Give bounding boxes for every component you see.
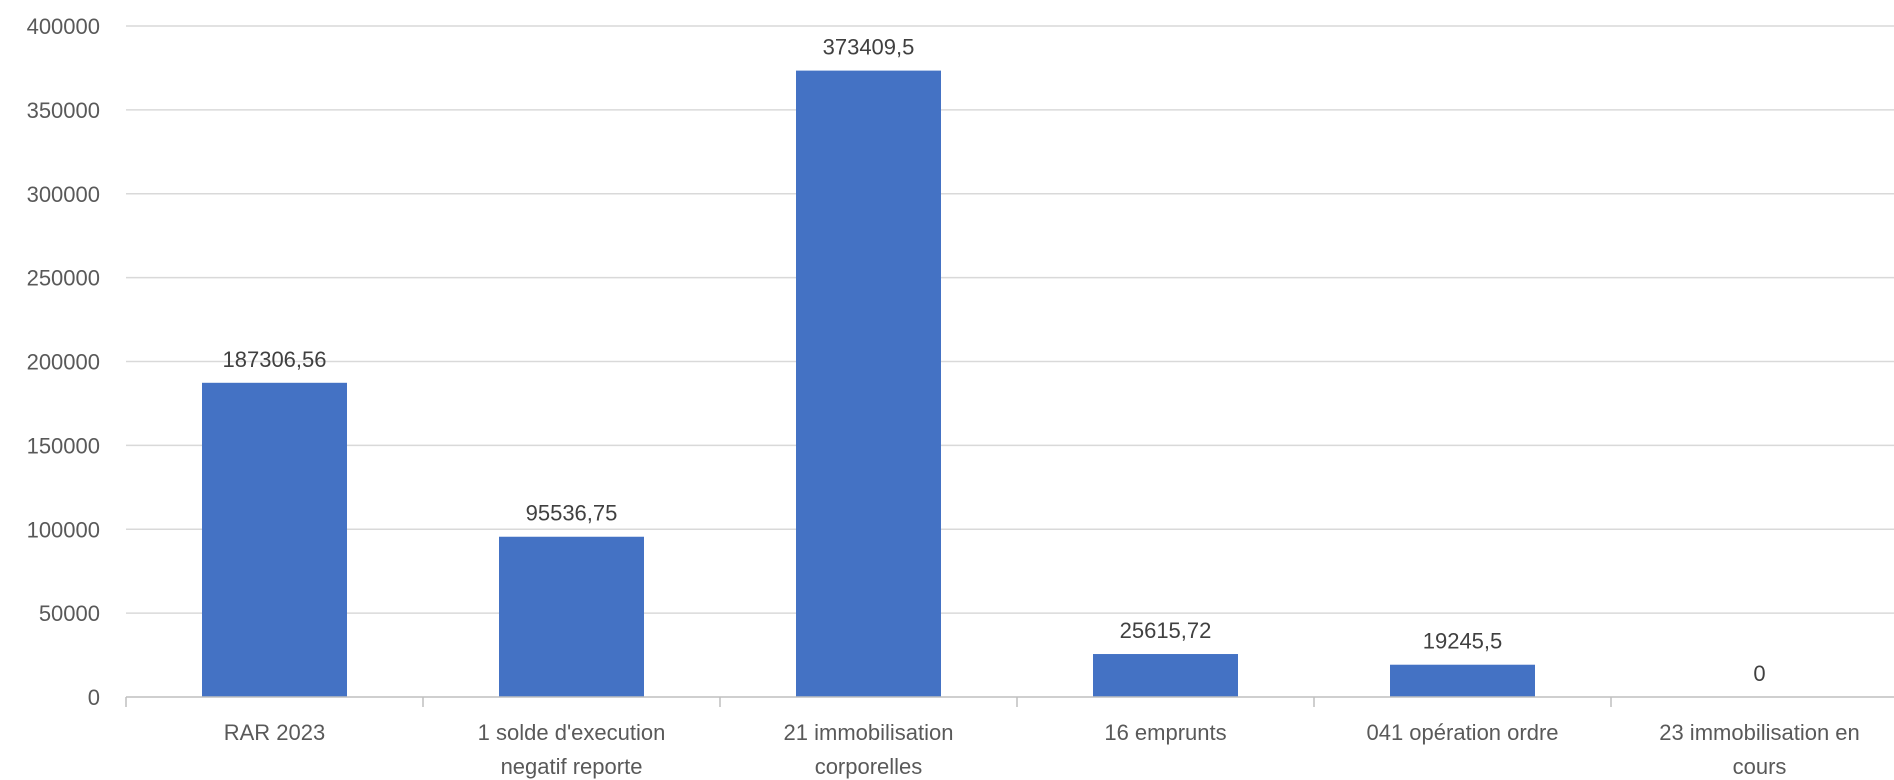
category-label: cours — [1733, 754, 1787, 779]
y-tick-label: 100000 — [27, 517, 100, 542]
category-label: 041 opération ordre — [1366, 720, 1558, 745]
y-axis: 0 50000 100000 150000 200000 250000 300000 3500… — [27, 14, 100, 710]
y-tick-label: 0 — [88, 685, 100, 710]
category-label: RAR 2023 — [224, 720, 326, 745]
data-label: 187306,56 — [223, 347, 327, 372]
grid-lines — [126, 25, 1894, 614]
bar — [796, 70, 941, 697]
category-label: 23 immobilisation en — [1659, 720, 1860, 745]
bars — [202, 70, 1535, 697]
y-tick-label: 50000 — [39, 601, 100, 626]
category-label: negatif reporte — [501, 754, 643, 779]
category-label: 21 immobilisation — [784, 720, 954, 745]
y-tick-label: 250000 — [27, 266, 100, 291]
category-label: corporelles — [815, 754, 923, 779]
data-label: 25615,72 — [1120, 618, 1212, 643]
y-tick-label: 150000 — [27, 433, 100, 458]
x-axis — [125, 696, 1894, 707]
y-tick-label: 350000 — [27, 98, 100, 123]
bar — [1093, 654, 1238, 697]
category-label: 16 emprunts — [1104, 720, 1226, 745]
data-labels: 187306,56 95536,75 373409,5 25615,72 19245,5… — [223, 35, 1766, 686]
bar — [499, 536, 644, 697]
category-label: 1 solde d'execution — [478, 720, 666, 745]
y-tick-label: 300000 — [27, 182, 100, 207]
y-tick-label: 200000 — [27, 350, 100, 375]
data-label: 373409,5 — [823, 35, 915, 60]
data-label: 19245,5 — [1423, 629, 1503, 654]
y-tick-label: 400000 — [27, 14, 100, 39]
category-labels: RAR 2023 1 solde d'execution negatif repor… — [224, 720, 1860, 779]
bar — [202, 382, 347, 697]
data-label: 0 — [1753, 661, 1765, 686]
bar — [1390, 664, 1535, 697]
data-label: 95536,75 — [526, 501, 618, 526]
